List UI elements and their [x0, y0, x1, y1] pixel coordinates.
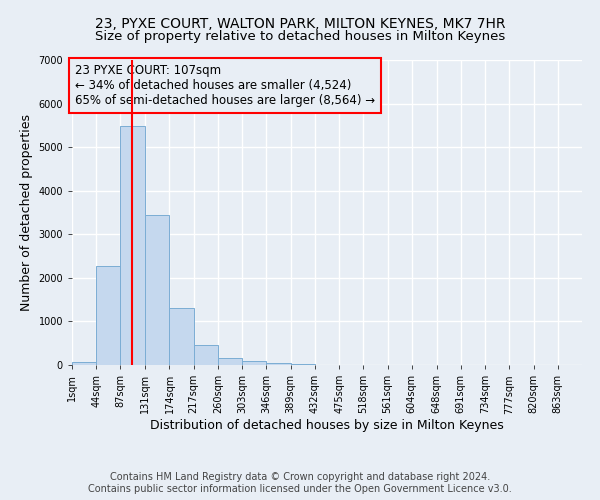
Bar	[290, 364, 315, 365]
Bar	[145, 214, 169, 365]
Bar	[121, 126, 145, 365]
Text: Size of property relative to detached houses in Milton Keynes: Size of property relative to detached ho…	[95, 30, 505, 43]
Y-axis label: Number of detached properties: Number of detached properties	[20, 114, 33, 311]
Bar	[194, 344, 218, 365]
Text: Contains HM Land Registry data © Crown copyright and database right 2024.
Contai: Contains HM Land Registry data © Crown c…	[88, 472, 512, 494]
Bar	[242, 361, 266, 365]
Bar	[72, 362, 96, 365]
X-axis label: Distribution of detached houses by size in Milton Keynes: Distribution of detached houses by size …	[150, 419, 504, 432]
Bar	[169, 308, 194, 365]
Text: 23, PYXE COURT, WALTON PARK, MILTON KEYNES, MK7 7HR: 23, PYXE COURT, WALTON PARK, MILTON KEYN…	[95, 18, 505, 32]
Bar	[266, 362, 290, 365]
Bar	[218, 358, 242, 365]
Bar	[96, 266, 121, 365]
Text: 23 PYXE COURT: 107sqm
← 34% of detached houses are smaller (4,524)
65% of semi-d: 23 PYXE COURT: 107sqm ← 34% of detached …	[75, 64, 375, 108]
